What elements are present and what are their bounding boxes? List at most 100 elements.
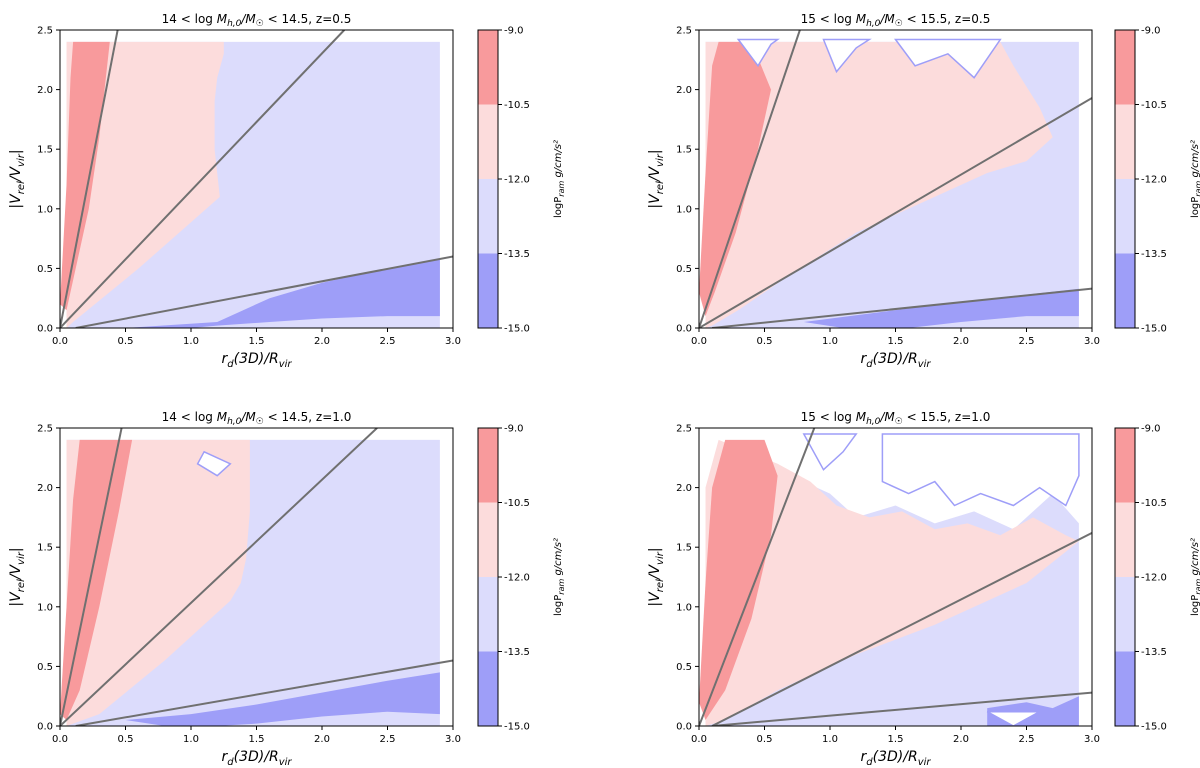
x-tick-label: 0.0 [691,734,707,745]
reference-line-3 [712,691,1092,726]
panel-p2: 0.0 0.5 1.0 1.5 2.0 2.5 3.0 0.0 0.5 1.0 1.5 2.0 2.5 1… [647,12,1200,370]
y-tick-label: 0.5 [676,662,692,673]
reference-line-2 [711,532,1092,726]
x-tick-label: 2.5 [380,734,396,745]
x-axis-label: rd(3D)/Rvir [861,351,932,370]
panel-title: 14 < log Mh,0/M☉ < 14.5, z=1.0 [162,410,352,427]
panel-title: 15 < log Mh,0/M☉ < 15.5, z=1.0 [801,410,991,427]
x-tick-label: 2.5 [1019,734,1035,745]
x-tick-label: 1.5 [249,336,265,347]
reference-line-2 [60,30,345,328]
contour-region-deep-red [699,41,771,317]
reference-line-1 [60,30,119,328]
colorbar-band [478,502,498,577]
colorbar-tick-label: -10.5 [1141,100,1167,111]
contour-gap [881,433,1080,507]
colorbar: -15.0 -13.5 -12.0 -10.5 -9.0 logPram g/cm/s² [477,424,566,733]
x-tick-label: 0.0 [52,336,68,347]
colorbar-band [1115,179,1135,254]
colorbar-band [1115,253,1135,328]
x-tick-label: 2.0 [314,734,330,745]
x-axis-label: rd(3D)/Rvir [861,749,932,768]
y-tick-label: 0.5 [676,264,692,275]
x-tick-label: 2.0 [314,336,330,347]
reference-line-1 [60,428,123,726]
x-tick-label: 0.5 [757,336,773,347]
contour-region-deep-blue [125,672,440,726]
y-tick-label: 0.0 [676,722,692,733]
y-axis-label: |Vrel/Vvir| [8,149,27,208]
colorbar-band [478,30,498,105]
reference-line-2 [60,428,378,726]
contour-gap [822,38,872,74]
x-axis-label: rd(3D)/Rvir [222,749,293,768]
x-tick-label: 0.5 [118,336,134,347]
x-tick-label: 1.5 [249,734,265,745]
y-tick-label: 2.0 [37,85,53,96]
x-tick-label: 2.5 [380,336,396,347]
y-tick-label: 1.0 [37,602,53,613]
reference-line-1 [699,428,816,726]
x-tick-label: 1.0 [183,734,199,745]
y-tick-label: 0.0 [37,324,53,335]
x-axis-label: rd(3D)/Rvir [222,351,293,370]
colorbar-tick-label: -10.5 [504,498,530,509]
x-tick-label: 3.0 [445,734,461,745]
colorbar-tick-label: -15.0 [1141,722,1167,733]
x-tick-label: 3.0 [1084,336,1100,347]
colorbar-band [478,577,498,652]
colorbar-tick-label: -13.5 [504,249,530,260]
contour-region-deep-red [60,41,110,311]
colorbar-tick-label: -13.5 [1141,647,1167,658]
colorbar-tick-label: -9.0 [504,424,524,435]
colorbar-label: logPram g/cm/s² [1190,140,1200,218]
reference-line-3 [75,659,453,726]
colorbar-band [478,428,498,503]
x-tick-label: 2.0 [953,734,969,745]
colorbar-tick-label: -9.0 [1141,26,1161,37]
plot-area [60,30,453,328]
y-tick-label: 2.5 [37,26,53,37]
colorbar-band [1115,104,1135,179]
y-tick-label: 0.5 [37,662,53,673]
x-tick-label: 3.0 [445,336,461,347]
colorbar-label: logPram g/cm/s² [553,538,566,616]
colorbar-tick-label: -15.0 [1141,324,1167,335]
contour-gap [196,450,232,477]
reference-line-3 [75,255,453,328]
contour-region-deep-red [699,439,778,720]
panel-title: 14 < log Mh,0/M☉ < 14.5, z=0.5 [162,12,352,29]
y-tick-label: 2.5 [676,26,692,37]
x-tick-label: 0.5 [757,734,773,745]
colorbar-tick-label: -10.5 [504,100,530,111]
colorbar-tick-label: -13.5 [504,647,530,658]
reference-line-2 [699,97,1092,328]
y-tick-label: 0.0 [676,324,692,335]
contour-region-deep-blue [803,288,1079,328]
colorbar-tick-label: -15.0 [504,722,530,733]
x-tick-label: 1.5 [888,336,904,347]
colorbar-band [478,104,498,179]
contour-region-deep-blue [125,258,440,328]
colorbar-tick-label: -13.5 [1141,249,1167,260]
colorbar-band [1115,502,1135,577]
x-tick-label: 0.0 [691,336,707,347]
x-tick-label: 0.0 [52,734,68,745]
x-tick-label: 1.0 [183,336,199,347]
reference-line-1 [699,30,801,328]
y-axis-label: |Vrel/Vvir| [647,149,666,208]
colorbar: -15.0 -13.5 -12.0 -10.5 -9.0 logPram g/cm/s² [477,26,566,335]
y-tick-label: 2.0 [676,85,692,96]
colorbar-band [478,651,498,726]
x-tick-label: 3.0 [1084,734,1100,745]
contour-gap [986,710,1040,726]
colorbar-tick-label: -10.5 [1141,498,1167,509]
x-tick-label: 0.5 [118,734,134,745]
panel-p1: 0.0 0.5 1.0 1.5 2.0 2.5 3.0 0.0 0.5 1.0 1.5 2.0 2.5 1… [8,12,566,370]
y-tick-label: 0.5 [37,264,53,275]
contour-region-light-red [705,439,1079,726]
colorbar-band [1115,428,1135,503]
colorbar-band [478,179,498,254]
reference-line-3 [711,287,1092,328]
colorbar-label: logPram g/cm/s² [553,140,566,218]
